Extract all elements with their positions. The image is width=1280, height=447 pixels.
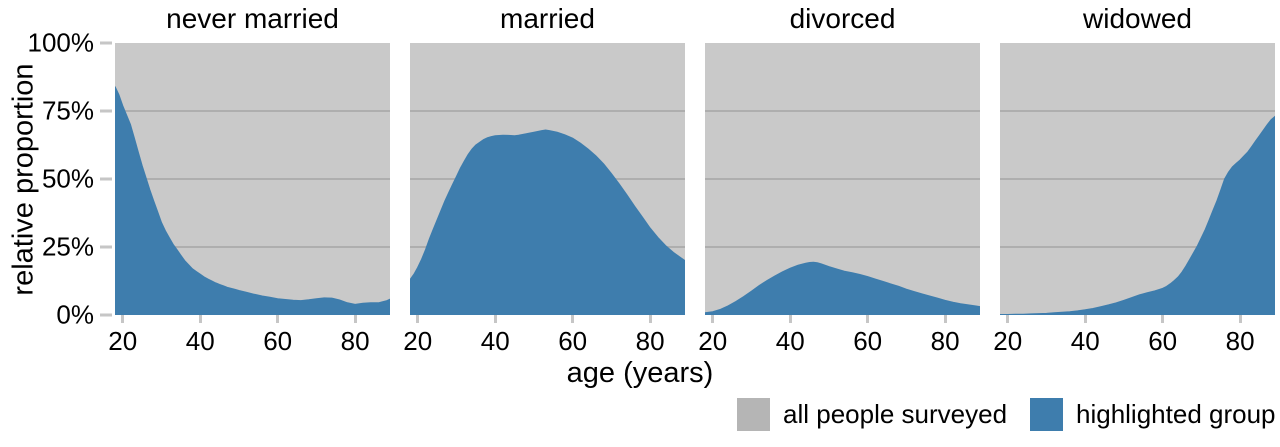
y-tick-mark: [100, 109, 112, 113]
panel-widowed: [1000, 43, 1275, 315]
y-tick-mark: [100, 313, 112, 317]
x-tick-mark: [943, 315, 947, 323]
x-tick-mark: [276, 315, 280, 323]
panel-divorced: [705, 43, 980, 315]
y-tick-mark: [100, 245, 112, 249]
x-tick-label: 60: [558, 326, 588, 356]
x-tick-label: 20: [993, 326, 1023, 356]
y-tick-label: 100%: [27, 27, 95, 58]
facet-title-never-married: never married: [166, 3, 339, 34]
legend-label-highlighted-group: highlighted group: [1076, 399, 1276, 429]
x-tick-mark: [1083, 315, 1087, 323]
x-tick-label: 80: [340, 326, 370, 356]
x-tick-label: 20: [108, 326, 138, 356]
x-tick-mark: [711, 315, 715, 323]
facet-title-widowed: widowed: [1083, 3, 1192, 34]
y-tick-label: 75%: [41, 95, 94, 126]
x-tick-mark: [1238, 315, 1242, 323]
x-tick-label: 40: [775, 326, 805, 356]
panel-never-married: [115, 43, 390, 315]
x-tick-mark: [1161, 315, 1165, 323]
x-tick-mark: [493, 315, 497, 323]
x-tick-mark: [648, 315, 652, 323]
highlighted-group-area-widowed: [1000, 115, 1275, 315]
x-tick-mark: [571, 315, 575, 323]
panel-married: [410, 43, 685, 315]
facet-title-married: married: [500, 3, 595, 34]
highlighted-group-area-divorced: [705, 261, 980, 315]
highlighted-group-area-married: [410, 129, 685, 315]
legend-key-highlighted-group: [1030, 398, 1063, 431]
x-tick-label: 20: [403, 326, 433, 356]
y-tick-mark: [100, 41, 112, 45]
legend-key-all-people-surveyed: [737, 398, 770, 431]
x-tick-label: 80: [1225, 326, 1255, 356]
x-tick-mark: [353, 315, 357, 323]
x-tick-mark: [121, 315, 125, 323]
x-tick-mark: [866, 315, 870, 323]
y-tick-label: 50%: [41, 163, 94, 194]
x-tick-label: 20: [698, 326, 728, 356]
x-tick-label: 60: [263, 326, 293, 356]
legend-label-all-people-surveyed: all people surveyed: [783, 399, 1008, 429]
x-tick-label: 40: [480, 326, 510, 356]
x-tick-mark: [416, 315, 420, 323]
x-tick-label: 80: [635, 326, 665, 356]
x-tick-label: 40: [185, 326, 215, 356]
x-tick-mark: [198, 315, 202, 323]
highlighted-group-area-never-married: [115, 86, 390, 315]
x-tick-mark: [788, 315, 792, 323]
facet-title-divorced: divorced: [789, 3, 896, 34]
x-tick-mark: [1006, 315, 1010, 323]
x-tick-label: 60: [853, 326, 883, 356]
x-tick-label: 80: [930, 326, 960, 356]
y-tick-label: 25%: [41, 231, 94, 262]
x-axis-title: age (years): [566, 357, 714, 389]
x-tick-label: 40: [1070, 326, 1100, 356]
x-tick-label: 60: [1148, 326, 1178, 356]
y-tick-label: 0%: [56, 299, 94, 330]
y-tick-mark: [100, 177, 112, 181]
